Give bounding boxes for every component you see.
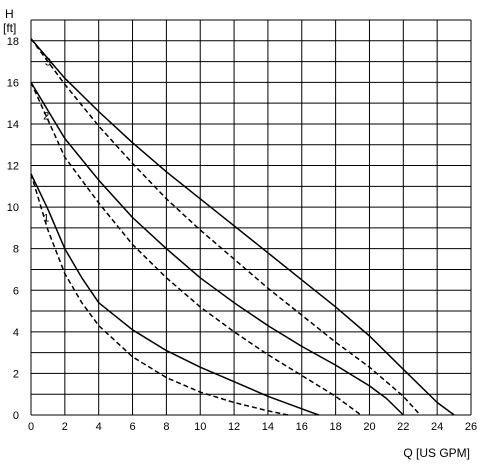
x-tick-label: 0 — [28, 421, 34, 433]
x-tick-label: 8 — [163, 421, 169, 433]
y-axis-symbol: H — [5, 7, 14, 21]
x-tick-label: 26 — [465, 421, 477, 433]
x-tick-label: 24 — [431, 421, 443, 433]
x-tick-label: 18 — [329, 421, 341, 433]
y-tick-label: 4 — [13, 327, 19, 339]
curve-1-dashed — [30, 173, 289, 416]
curve-1-solid — [30, 173, 319, 416]
curve-2-dashed — [30, 82, 362, 416]
y-tick-label: 12 — [7, 161, 19, 173]
x-tick-label: 4 — [96, 421, 102, 433]
x-tick-label: 10 — [194, 421, 206, 433]
curve-3-solid — [30, 38, 455, 416]
curve-label-2: 2 — [43, 111, 49, 123]
y-tick-label: 2 — [13, 368, 19, 380]
x-tick-label: 2 — [62, 421, 68, 433]
y-tick-label: 16 — [7, 77, 19, 89]
curve-label-1: 1 — [43, 213, 49, 225]
y-tick-label: 14 — [7, 119, 19, 131]
x-tick-label: 12 — [228, 421, 240, 433]
x-tick-label: 16 — [296, 421, 308, 433]
y-axis-unit: [ft] — [3, 21, 16, 35]
y-tick-label: 8 — [13, 244, 19, 256]
x-tick-label: 6 — [129, 421, 135, 433]
x-tick-label: 20 — [363, 421, 375, 433]
y-tick-label: 0 — [13, 410, 19, 422]
curve-2-solid — [30, 82, 404, 416]
y-tick-label: 6 — [13, 285, 19, 297]
x-tick-label: 22 — [397, 421, 409, 433]
x-axis-label: Q [US GPM] — [403, 446, 470, 460]
y-tick-label: 10 — [7, 202, 19, 214]
x-tick-label: 14 — [262, 421, 274, 433]
y-tick-label: 18 — [7, 36, 19, 48]
curve-3-dashed — [30, 38, 421, 416]
curve-label-3: 3 — [45, 57, 51, 69]
